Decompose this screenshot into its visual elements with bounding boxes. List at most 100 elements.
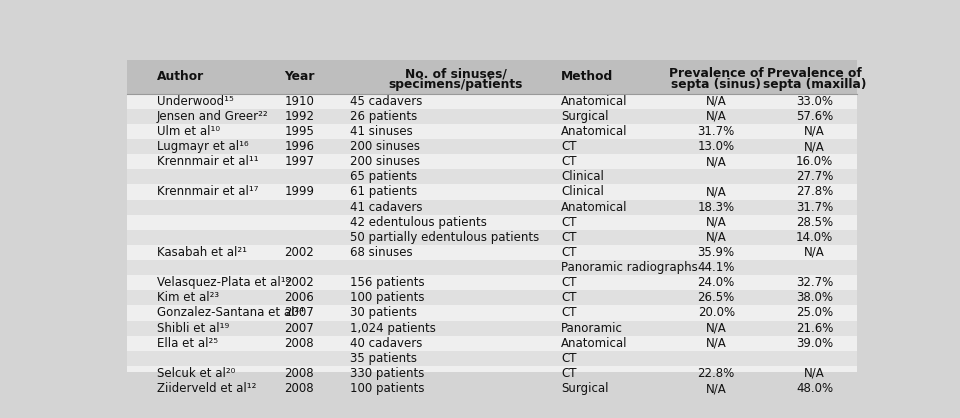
Text: 61 patients: 61 patients <box>349 186 417 199</box>
Text: CT: CT <box>562 155 577 168</box>
Text: 2002: 2002 <box>284 276 314 289</box>
Text: septa (sinus): septa (sinus) <box>671 79 761 92</box>
Text: CT: CT <box>562 367 577 380</box>
Text: 1992: 1992 <box>284 110 314 123</box>
Text: 2008: 2008 <box>284 382 314 395</box>
Bar <box>128 154 856 169</box>
Text: 2006: 2006 <box>284 291 314 304</box>
Text: 65 patients: 65 patients <box>349 170 417 184</box>
Text: CT: CT <box>562 352 577 365</box>
Text: Lugmayr et al¹⁶: Lugmayr et al¹⁶ <box>156 140 249 153</box>
Text: Krennmair et al¹¹: Krennmair et al¹¹ <box>156 155 258 168</box>
Text: 26.5%: 26.5% <box>698 291 734 304</box>
Text: N/A: N/A <box>706 321 727 334</box>
Bar <box>128 321 856 336</box>
Text: 50 partially edentulous patients: 50 partially edentulous patients <box>349 231 540 244</box>
Text: N/A: N/A <box>804 367 825 380</box>
Text: 1,024 patients: 1,024 patients <box>349 321 436 334</box>
Text: 68 sinuses: 68 sinuses <box>349 246 413 259</box>
Bar <box>128 351 856 366</box>
Text: Jensen and Greer²²: Jensen and Greer²² <box>156 110 268 123</box>
Text: Shibli et al¹⁹: Shibli et al¹⁹ <box>156 321 228 334</box>
Text: N/A: N/A <box>706 110 727 123</box>
Bar <box>128 245 856 260</box>
Text: Gonzalez-Santana et al²⁴: Gonzalez-Santana et al²⁴ <box>156 306 303 319</box>
Text: N/A: N/A <box>804 246 825 259</box>
Text: Anatomical: Anatomical <box>562 94 628 108</box>
Text: CT: CT <box>562 306 577 319</box>
Text: Anatomical: Anatomical <box>562 125 628 138</box>
Text: Method: Method <box>562 70 613 83</box>
Text: Surgical: Surgical <box>562 110 609 123</box>
Text: N/A: N/A <box>804 125 825 138</box>
Bar <box>128 94 856 109</box>
Bar <box>128 381 856 396</box>
Text: 20.0%: 20.0% <box>698 306 734 319</box>
Text: Clinical: Clinical <box>562 170 604 184</box>
Bar <box>128 275 856 290</box>
Text: N/A: N/A <box>804 140 825 153</box>
Text: 39.0%: 39.0% <box>796 337 833 350</box>
Text: 21.6%: 21.6% <box>796 321 833 334</box>
Text: 1995: 1995 <box>284 125 314 138</box>
Text: Prevalence of: Prevalence of <box>669 67 763 80</box>
Text: 32.7%: 32.7% <box>796 276 833 289</box>
Text: 1999: 1999 <box>284 186 314 199</box>
Text: 27.8%: 27.8% <box>796 186 833 199</box>
Text: Clinical: Clinical <box>562 186 604 199</box>
Text: N/A: N/A <box>706 155 727 168</box>
Text: 35 patients: 35 patients <box>349 352 417 365</box>
Text: 2007: 2007 <box>284 321 314 334</box>
Bar <box>128 184 856 199</box>
Text: Ziiderveld et al¹²: Ziiderveld et al¹² <box>156 382 256 395</box>
Text: 16.0%: 16.0% <box>796 155 833 168</box>
Text: 22.8%: 22.8% <box>698 367 734 380</box>
Text: 1997: 1997 <box>284 155 314 168</box>
Text: N/A: N/A <box>706 216 727 229</box>
Text: 25.0%: 25.0% <box>796 306 833 319</box>
Text: 27.7%: 27.7% <box>796 170 833 184</box>
Text: CT: CT <box>562 246 577 259</box>
Bar <box>128 139 856 154</box>
Text: 48.0%: 48.0% <box>796 382 833 395</box>
Bar <box>128 60 856 94</box>
Text: 100 patients: 100 patients <box>349 291 424 304</box>
Text: 330 patients: 330 patients <box>349 367 424 380</box>
Text: Ulm et al¹⁰: Ulm et al¹⁰ <box>156 125 220 138</box>
Text: CT: CT <box>562 276 577 289</box>
Text: 156 patients: 156 patients <box>349 276 424 289</box>
Text: 31.7%: 31.7% <box>698 125 734 138</box>
Bar <box>128 306 856 321</box>
Bar <box>128 260 856 275</box>
Text: 33.0%: 33.0% <box>796 94 833 108</box>
Text: CT: CT <box>562 231 577 244</box>
Text: 35.9%: 35.9% <box>698 246 734 259</box>
Text: N/A: N/A <box>706 94 727 108</box>
Text: 41 sinuses: 41 sinuses <box>349 125 413 138</box>
Text: 14.0%: 14.0% <box>796 231 833 244</box>
Text: 200 sinuses: 200 sinuses <box>349 140 420 153</box>
Text: 28.5%: 28.5% <box>796 216 833 229</box>
Text: Ella et al²⁵: Ella et al²⁵ <box>156 337 218 350</box>
Text: Surgical: Surgical <box>562 382 609 395</box>
Text: 45 cadavers: 45 cadavers <box>349 94 422 108</box>
Text: 200 sinuses: 200 sinuses <box>349 155 420 168</box>
Text: 30 patients: 30 patients <box>349 306 417 319</box>
Bar <box>128 366 856 381</box>
Text: 1996: 1996 <box>284 140 314 153</box>
Text: 2008: 2008 <box>284 367 314 380</box>
Text: 57.6%: 57.6% <box>796 110 833 123</box>
Text: Anatomical: Anatomical <box>562 337 628 350</box>
Text: specimens/patients: specimens/patients <box>389 79 523 92</box>
Text: 100 patients: 100 patients <box>349 382 424 395</box>
Text: Prevalence of: Prevalence of <box>767 67 862 80</box>
Bar <box>128 290 856 306</box>
Text: No. of sinuses/: No. of sinuses/ <box>404 67 507 80</box>
Text: Kim et al²³: Kim et al²³ <box>156 291 219 304</box>
Text: 41 cadavers: 41 cadavers <box>349 201 422 214</box>
Text: septa (maxilla): septa (maxilla) <box>763 79 866 92</box>
Text: 2002: 2002 <box>284 246 314 259</box>
Text: Panoramic radiographs: Panoramic radiographs <box>562 261 698 274</box>
Text: 31.7%: 31.7% <box>796 201 833 214</box>
Bar <box>128 169 856 184</box>
